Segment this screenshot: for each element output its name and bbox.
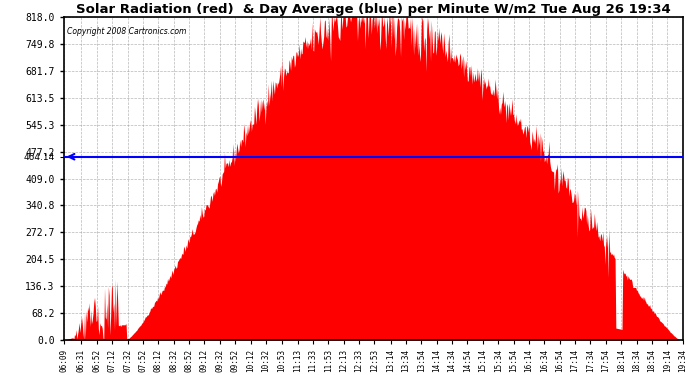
Title: Solar Radiation (red)  & Day Average (blue) per Minute W/m2 Tue Aug 26 19:34: Solar Radiation (red) & Day Average (blu… — [76, 3, 671, 16]
Text: Copyright 2008 Cartronics.com: Copyright 2008 Cartronics.com — [67, 27, 186, 36]
